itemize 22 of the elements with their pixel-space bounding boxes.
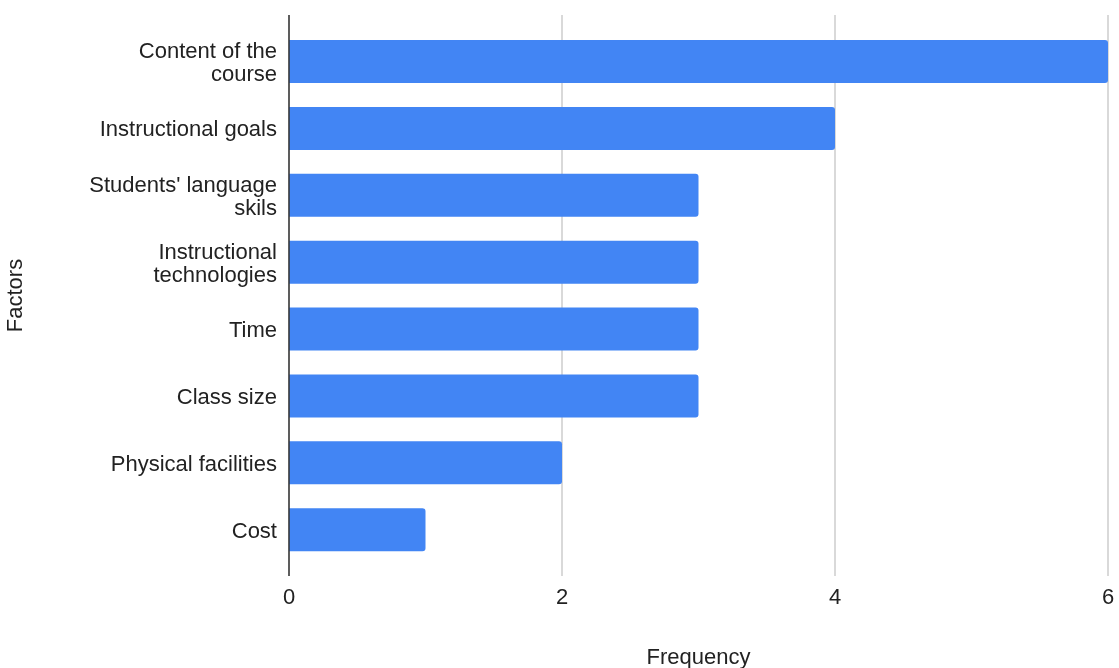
bar [289,374,699,418]
y-tick-label: Class size [176,383,277,409]
bar [289,40,1108,84]
y-tick-label: Content of the course [138,37,277,86]
bar [289,240,699,284]
x-tick-label: 0 [282,583,296,609]
bar [289,173,699,217]
bar [289,508,426,552]
y-tick-label: Students' language skils [89,171,277,220]
bar [289,307,699,351]
y-axis-title: Factors [1,258,27,333]
y-tick-label: Physical facilities [110,450,277,476]
bar [289,106,835,150]
x-tick-label: 2 [555,583,569,609]
y-tick-label: Instructional goals [99,115,277,141]
bar [289,441,562,485]
x-axis-title: Frequency [646,643,751,668]
y-tick-label: Time [228,316,277,342]
y-tick-label: Instructional technologies [153,238,277,287]
x-tick-label: 6 [1101,583,1115,609]
x-tick-label: 4 [828,583,842,609]
y-tick-label: Cost [231,517,277,543]
